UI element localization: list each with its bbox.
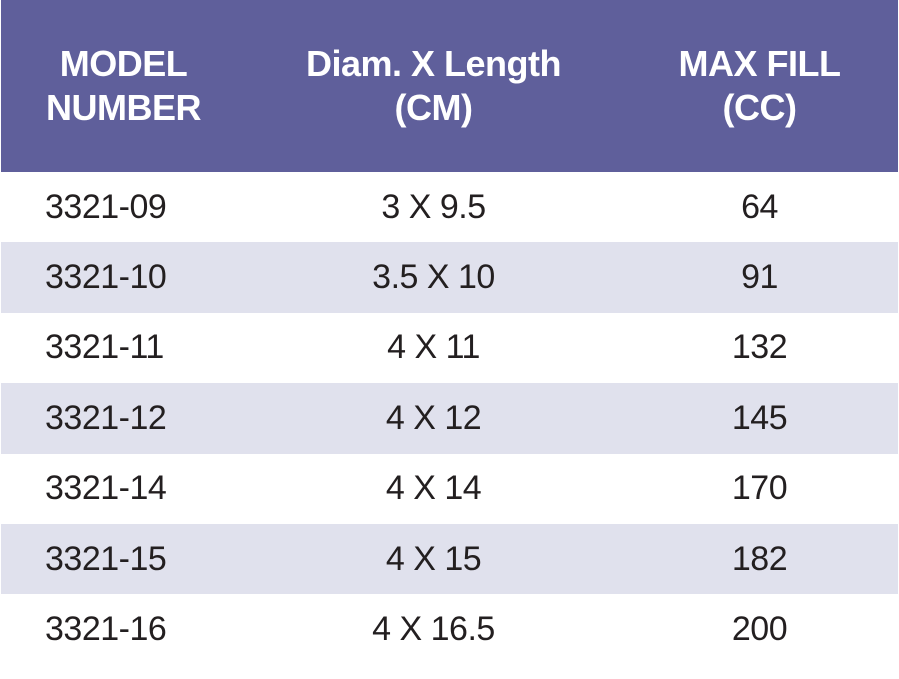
header-diameter-length: Diam. X Length (CM) — [305, 43, 562, 128]
size-cell: 4 X 11 — [387, 328, 480, 367]
model-number-cell: 3321-14 — [45, 469, 167, 508]
header-model-number: MODEL NUMBER — [1, 0, 246, 172]
max-fill-cell: 91 — [741, 258, 778, 297]
table-row: 3321-09 3 X 9.5 64 — [1, 172, 898, 242]
max-fill-cell: 145 — [731, 398, 788, 437]
max-fill-cell: 132 — [731, 328, 788, 367]
size-cell: 3 X 9.5 — [381, 187, 486, 226]
header-model-number-label: MODEL NUMBER — [46, 43, 202, 128]
model-number-cell: 3321-15 — [45, 539, 167, 578]
table-row: 3321-14 4 X 14 170 — [1, 454, 898, 524]
table-row: 3321-16 4 X 16.5 200 — [1, 594, 898, 664]
model-number-cell: 3321-11 — [45, 328, 164, 367]
spec-table: MODEL NUMBER Diam. X Length (CM) MAX FIL… — [1, 0, 898, 665]
max-fill-cell: 170 — [731, 469, 788, 508]
model-number-cell: 3321-12 — [45, 398, 167, 437]
table-header: MODEL NUMBER Diam. X Length (CM) MAX FIL… — [1, 0, 898, 172]
table-row: 3321-15 4 X 15 182 — [1, 523, 898, 595]
size-cell: 4 X 12 — [385, 398, 482, 437]
size-cell: 3.5 X 10 — [372, 258, 495, 297]
model-number-cell: 3321-10 — [45, 258, 167, 297]
model-number-cell: 3321-09 — [45, 187, 167, 226]
model-number-cell: 3321-16 — [45, 610, 167, 649]
header-max-fill: MAX FILL (CC) — [678, 43, 841, 128]
size-cell: 4 X 15 — [385, 539, 482, 578]
size-cell: 4 X 14 — [385, 469, 482, 508]
table-row: 3321-11 4 X 11 132 — [1, 313, 898, 383]
max-fill-cell: 182 — [731, 539, 788, 578]
max-fill-cell: 200 — [731, 610, 788, 649]
table-row: 3321-12 4 X 12 145 — [1, 383, 898, 454]
max-fill-cell: 64 — [741, 187, 778, 226]
table-row: 3321-10 3.5 X 10 91 — [1, 242, 898, 313]
size-cell: 4 X 16.5 — [372, 610, 495, 649]
